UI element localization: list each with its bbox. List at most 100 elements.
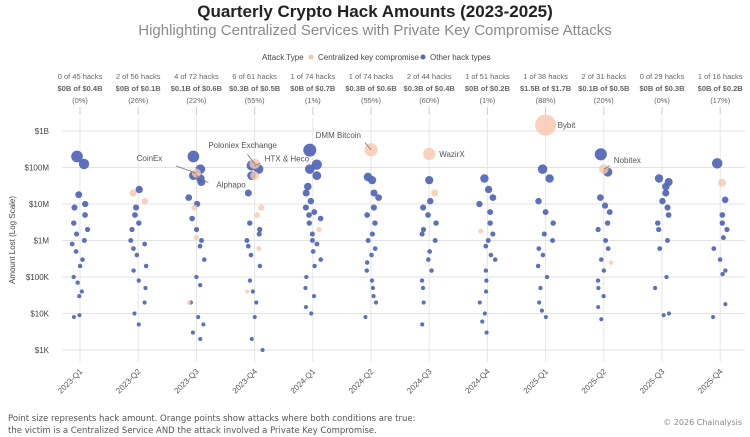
- data-point-other: [317, 215, 324, 222]
- data-point-other: [311, 209, 318, 216]
- data-point-other: [128, 238, 134, 243]
- y-tick-label: $10K: [30, 310, 49, 319]
- data-point-other: [249, 336, 254, 342]
- data-point-other: [710, 314, 716, 320]
- copyright: © 2026 Chainalysis: [663, 418, 742, 427]
- data-point-other: [719, 212, 726, 218]
- x-tick-label: 2025-Q2: [580, 367, 609, 396]
- data-point-other: [657, 246, 663, 251]
- data-point-other: [75, 191, 83, 199]
- data-point-other: [662, 189, 670, 197]
- data-point-other: [420, 322, 425, 327]
- quarter-summary-line: 2 of 31 hacks: [581, 72, 626, 81]
- data-point-other: [661, 313, 666, 318]
- data-point-other: [370, 189, 378, 197]
- data-point-other: [307, 197, 315, 205]
- data-point-other: [599, 317, 604, 322]
- annotation-label: CoinEx: [137, 154, 163, 163]
- data-point-other: [84, 226, 91, 233]
- legend-label-other: Other hack types: [430, 53, 490, 62]
- annotation-label: Nobitex: [614, 156, 641, 165]
- data-point-other: [664, 204, 671, 211]
- data-point-other: [142, 300, 147, 305]
- quarter-summary-line: 1 of 16 hacks: [698, 72, 743, 81]
- chart-subtitle: Highlighting Centralized Services with P…: [138, 22, 612, 39]
- data-point-other: [664, 274, 669, 280]
- data-point-other: [480, 319, 485, 324]
- data-point-centralized: [316, 226, 322, 233]
- data-point-other: [77, 313, 82, 318]
- data-point-other: [420, 285, 426, 291]
- data-point-other: [201, 257, 207, 262]
- data-point-other: [482, 311, 487, 316]
- data-point-other: [373, 300, 379, 305]
- data-point-other: [540, 252, 546, 258]
- data-point-other: [364, 212, 371, 218]
- data-point-other: [143, 285, 148, 291]
- data-point-other: [601, 293, 606, 299]
- data-point-other: [652, 285, 658, 291]
- data-point-centralized: [193, 235, 199, 241]
- data-point-centralized: [187, 300, 192, 305]
- data-point-other: [654, 174, 664, 183]
- data-point-other: [425, 212, 431, 218]
- data-point-other: [303, 285, 308, 291]
- data-point-other: [598, 257, 604, 262]
- data-point-other: [720, 235, 726, 241]
- data-point-other: [365, 238, 371, 243]
- data-point-other: [421, 300, 426, 305]
- data-point-other: [306, 212, 312, 218]
- data-point-other: [257, 263, 263, 269]
- data-point-other: [487, 220, 493, 226]
- data-point-other: [723, 268, 728, 273]
- quarter-summary-line: 2 of 56 hacks: [116, 72, 161, 81]
- data-point-other: [196, 314, 201, 320]
- data-point-other: [198, 282, 203, 288]
- data-point-centralized: [141, 197, 149, 205]
- x-tick-label: 2025-Q1: [522, 367, 551, 396]
- data-point-other: [492, 257, 498, 262]
- data-point-other: [480, 174, 489, 183]
- data-point-other: [78, 158, 90, 170]
- data-point-other: [364, 268, 370, 273]
- data-point-other: [485, 238, 491, 243]
- quarter-summary-line: 1 of 74 hacks: [349, 72, 394, 81]
- quarter-summary-line: $0.1B of $0.5B: [578, 84, 630, 93]
- data-point-other: [483, 289, 489, 294]
- data-point-other: [655, 220, 661, 226]
- annotation-leader: [603, 165, 611, 170]
- data-point-other: [597, 194, 604, 201]
- x-tick-label: 2025-Q3: [638, 367, 667, 396]
- data-point-other: [595, 226, 601, 233]
- data-point-other: [310, 249, 316, 254]
- data-point-other: [711, 158, 723, 169]
- data-point-other: [198, 238, 204, 243]
- x-tick-label: 2024-Q4: [463, 367, 492, 396]
- data-point-other: [193, 226, 200, 233]
- y-tick-label: $1K: [35, 346, 50, 355]
- quarter-summary-line: (22%): [186, 96, 207, 105]
- quarter-summary-line: $0.3B of $0.5B: [229, 84, 281, 93]
- data-point-other: [535, 197, 542, 205]
- data-point-other: [601, 202, 609, 209]
- data-point-other: [537, 164, 548, 174]
- data-point-other: [79, 289, 84, 294]
- data-point-other: [318, 257, 324, 262]
- data-point-other: [484, 330, 489, 335]
- annotation-leader: [196, 175, 209, 184]
- quarter-summary-line: $0B of $0.7B: [290, 84, 336, 93]
- data-point-other: [429, 268, 434, 273]
- quarter-summary-line: (17%): [710, 96, 731, 105]
- data-point-other: [483, 243, 489, 249]
- data-point-other: [77, 263, 83, 269]
- data-point-other: [427, 249, 433, 254]
- y-tick-label: $100K: [26, 273, 50, 282]
- data-point-other: [595, 278, 601, 283]
- quarter-summary-line: 1 of 38 hacks: [523, 72, 568, 81]
- data-point-centralized: [258, 204, 265, 211]
- data-point-other: [656, 226, 662, 233]
- data-point-other: [659, 197, 666, 205]
- annotation-leader: [175, 165, 197, 174]
- data-point-other: [143, 263, 149, 269]
- annotation-leader: [364, 142, 372, 151]
